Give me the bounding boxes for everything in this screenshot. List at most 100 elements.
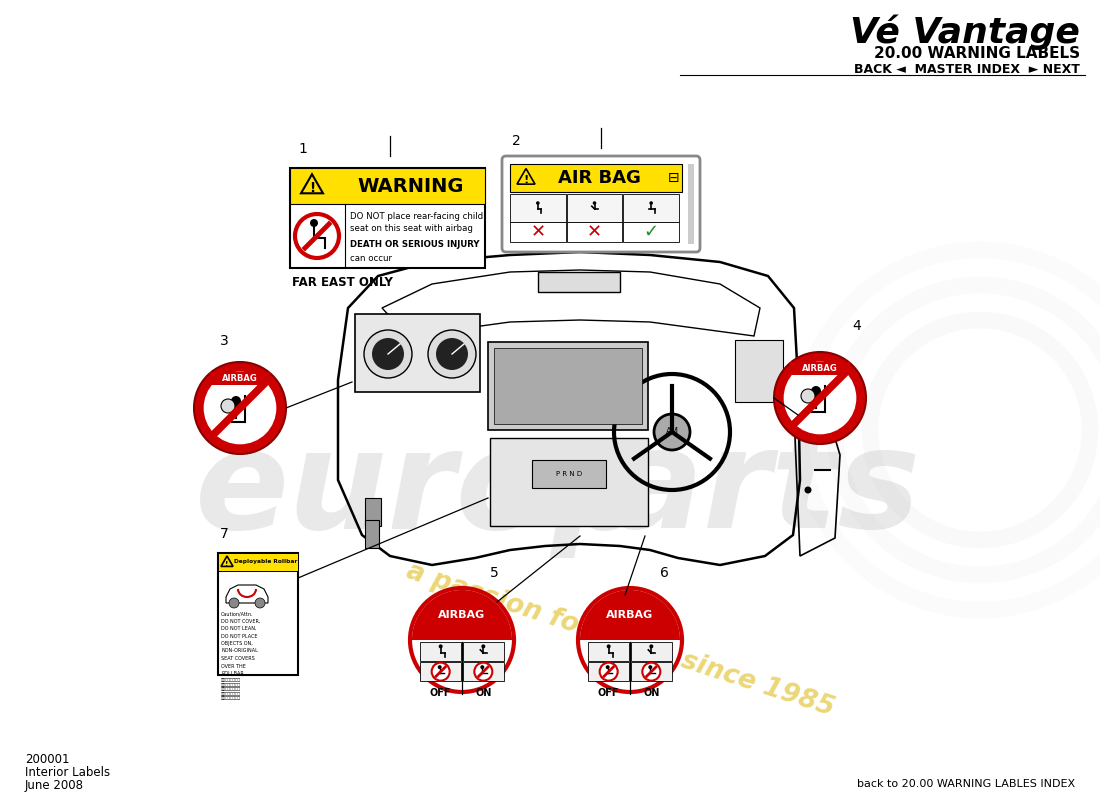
Text: DO NOT PLACE: DO NOT PLACE (221, 634, 257, 638)
Bar (290, 168, 485, 268)
Wedge shape (412, 590, 512, 640)
Bar (488, 342, 648, 430)
Polygon shape (301, 174, 323, 194)
Bar (588, 642, 629, 661)
Text: OFF: OFF (430, 687, 451, 698)
Text: 1: 1 (298, 142, 307, 156)
Bar (735, 340, 783, 402)
Polygon shape (517, 169, 535, 184)
Circle shape (436, 338, 468, 370)
Text: 3: 3 (220, 334, 229, 348)
Text: 5: 5 (490, 566, 498, 580)
Text: －－－－－－－－: －－－－－－－－ (221, 683, 241, 687)
Text: NON-ORIGINAL: NON-ORIGINAL (221, 649, 257, 654)
Text: 2: 2 (512, 134, 520, 148)
Text: BACK ◄  MASTER INDEX  ► NEXT: BACK ◄ MASTER INDEX ► NEXT (854, 63, 1080, 76)
Bar (588, 662, 629, 681)
Bar (365, 498, 381, 526)
Circle shape (642, 662, 660, 681)
Bar (494, 348, 642, 424)
Text: Vé Vantage: Vé Vantage (850, 15, 1080, 50)
Text: 6: 6 (660, 566, 669, 580)
Text: ✓: ✓ (644, 223, 659, 241)
Bar (538, 272, 620, 292)
Text: FAR EAST ONLY: FAR EAST ONLY (292, 276, 393, 289)
Circle shape (194, 362, 286, 454)
Bar (510, 222, 565, 242)
Circle shape (600, 662, 618, 681)
Text: OVER THE: OVER THE (221, 663, 246, 669)
Bar (566, 222, 623, 242)
Text: DO NOT LEAN,: DO NOT LEAN, (221, 626, 256, 631)
Circle shape (783, 362, 856, 434)
Bar (624, 222, 679, 242)
Bar (532, 460, 606, 488)
Bar (510, 194, 565, 222)
Circle shape (204, 372, 276, 444)
Bar (218, 553, 298, 571)
Bar (490, 438, 648, 526)
Circle shape (310, 219, 318, 227)
Text: P R N D: P R N D (556, 471, 582, 477)
Bar (631, 642, 672, 661)
Text: －－－－－－－－: －－－－－－－－ (221, 692, 241, 696)
Bar (420, 662, 461, 681)
Circle shape (431, 662, 450, 681)
Circle shape (428, 330, 476, 378)
Text: June 2008: June 2008 (25, 779, 84, 792)
Text: 4: 4 (852, 319, 860, 333)
Polygon shape (221, 556, 233, 566)
Text: ✕: ✕ (587, 223, 602, 241)
Bar (624, 194, 679, 222)
Circle shape (801, 389, 815, 403)
Circle shape (536, 202, 540, 205)
Text: ✕: ✕ (530, 223, 546, 241)
Circle shape (482, 644, 485, 648)
Bar (631, 662, 672, 681)
Text: －－－－－－－－: －－－－－－－－ (221, 687, 241, 691)
Text: can occur: can occur (350, 254, 392, 263)
Bar (566, 194, 623, 222)
Circle shape (255, 598, 265, 608)
Text: Deployable Rollbar: Deployable Rollbar (234, 559, 298, 565)
Bar (790, 362, 850, 375)
Circle shape (221, 399, 235, 413)
FancyBboxPatch shape (502, 156, 700, 252)
Text: OFF: OFF (598, 687, 619, 698)
Text: －－－－－－－－: －－－－－－－－ (221, 697, 241, 701)
Text: !: ! (226, 561, 229, 566)
Bar (463, 642, 504, 661)
Circle shape (804, 486, 812, 494)
Text: AIRBAG: AIRBAG (606, 610, 653, 620)
Circle shape (410, 588, 514, 692)
Circle shape (295, 214, 339, 258)
Bar (463, 662, 504, 681)
Circle shape (364, 330, 412, 378)
Text: a passion for parts since 1985: a passion for parts since 1985 (403, 558, 837, 722)
Circle shape (439, 644, 442, 648)
Bar (218, 553, 298, 675)
Wedge shape (580, 590, 680, 640)
Circle shape (474, 662, 493, 681)
Text: AM: AM (666, 427, 679, 437)
Text: ON: ON (644, 687, 660, 698)
Circle shape (774, 352, 866, 444)
Circle shape (593, 202, 596, 205)
Bar (420, 642, 461, 661)
Text: europ: europ (195, 422, 651, 558)
Text: DEATH OR SERIOUS INJURY: DEATH OR SERIOUS INJURY (350, 240, 480, 249)
Text: AIR BAG: AIR BAG (558, 169, 641, 187)
Text: DO NOT place rear-facing child: DO NOT place rear-facing child (350, 212, 483, 221)
Text: OBJECTS ON,: OBJECTS ON, (221, 641, 253, 646)
Circle shape (654, 414, 690, 450)
Text: 20.00 WARNING LABELS: 20.00 WARNING LABELS (873, 46, 1080, 61)
Text: arts: arts (610, 422, 922, 558)
Text: －－－－－－－－: －－－－－－－－ (221, 678, 241, 682)
Circle shape (229, 598, 239, 608)
Circle shape (649, 202, 653, 205)
Text: 7: 7 (220, 527, 229, 541)
Text: Caution/Attn.: Caution/Attn. (221, 611, 253, 616)
Text: Interior Labels: Interior Labels (25, 766, 110, 779)
Bar (290, 168, 485, 204)
Circle shape (811, 386, 821, 396)
